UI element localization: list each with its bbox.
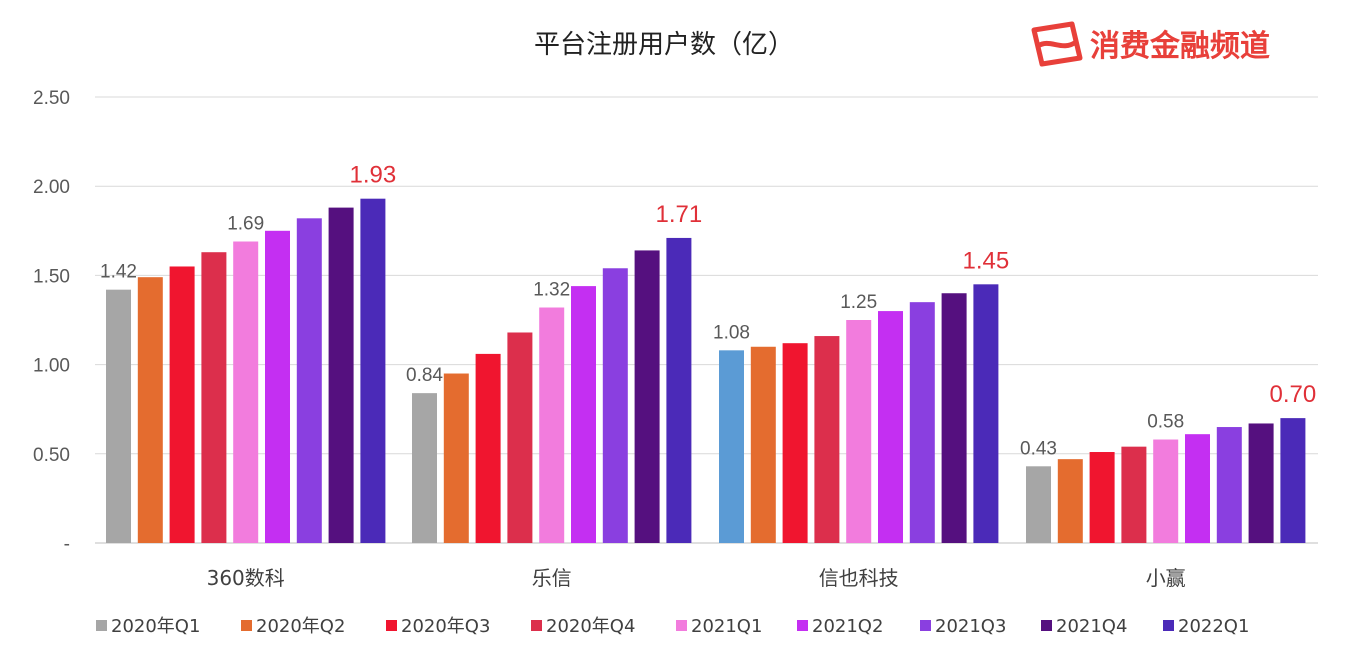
bar — [1057, 459, 1083, 543]
bar-group — [1026, 418, 1306, 543]
legend-label: 2022Q1 — [1178, 616, 1249, 637]
bar — [539, 307, 565, 543]
legend-swatch — [531, 620, 542, 631]
data-label: 1.42 — [100, 262, 137, 283]
legend-item: 2020年Q3 — [386, 616, 490, 637]
bar — [1216, 427, 1242, 543]
bar — [1026, 466, 1051, 543]
legend-item: 2022Q1 — [1163, 616, 1249, 637]
bar — [296, 218, 322, 543]
legend-swatch — [386, 620, 397, 631]
data-label: 1.25 — [840, 292, 877, 313]
legend-label: 2021Q3 — [935, 616, 1006, 637]
bar — [1185, 434, 1210, 543]
legend-item: 2021Q3 — [920, 616, 1006, 637]
data-label: 1.32 — [533, 280, 570, 301]
legend-swatch — [241, 620, 252, 631]
bar-group — [106, 198, 386, 544]
legend-label: 2021Q2 — [812, 616, 883, 637]
legend-item: 2020年Q1 — [96, 616, 200, 637]
bar — [878, 311, 903, 543]
bar — [602, 268, 628, 543]
legend-item: 2020年Q4 — [531, 616, 635, 637]
logo-mark-icon — [1031, 21, 1083, 67]
bar — [1153, 439, 1179, 543]
legend-label: 2020年Q4 — [546, 616, 635, 637]
data-label: 1.93 — [350, 162, 397, 189]
legend-label: 2020年Q2 — [256, 616, 345, 637]
data-label: 1.69 — [227, 214, 264, 235]
bar — [666, 237, 692, 543]
bar — [1089, 452, 1115, 543]
y-tick-label: 1.00 — [33, 356, 70, 377]
bar — [507, 332, 533, 543]
data-labels: 1.42 1.69 1.93 0.84 1.32 1.71 1.08 1.25 1.45 0.43… — [100, 162, 1316, 460]
bar — [909, 302, 935, 543]
data-label: 0.84 — [406, 365, 443, 386]
data-label: 0.70 — [1270, 381, 1317, 408]
bar — [941, 293, 967, 543]
data-label: 0.58 — [1147, 412, 1184, 433]
category-label: 小赢 — [1146, 566, 1186, 590]
legend-swatch — [676, 620, 687, 631]
legend: 2020年Q1 2020年Q2 2020年Q3 2020年Q4 2021Q1 2021Q2… — [96, 616, 1249, 637]
bar — [750, 346, 776, 543]
bar — [719, 350, 744, 543]
category-label: 乐信 — [532, 566, 572, 590]
bar — [443, 373, 469, 543]
bar — [328, 207, 354, 543]
legend-item: 2021Q2 — [797, 616, 883, 637]
logo-text: 消费金融频道 — [1090, 29, 1270, 64]
bar — [1280, 418, 1306, 543]
bar — [571, 286, 596, 543]
legend-swatch — [1041, 620, 1052, 631]
legend-label: 2020年Q3 — [401, 616, 490, 637]
category-label: 360数科 — [207, 566, 285, 590]
bar — [846, 320, 872, 543]
legend-swatch — [1163, 620, 1174, 631]
data-label: 1.45 — [963, 247, 1010, 274]
legend-swatch — [96, 620, 107, 631]
legend-item: 2020年Q2 — [241, 616, 345, 637]
bar-group — [719, 284, 999, 543]
bar — [360, 198, 386, 544]
brand-logo: 消费金融频道 — [1031, 21, 1270, 67]
bar — [106, 289, 131, 543]
bar — [782, 343, 808, 543]
bar — [201, 252, 227, 543]
data-label: 1.08 — [713, 322, 750, 343]
y-tick-label: 0.50 — [33, 445, 70, 466]
data-label: 1.71 — [656, 201, 703, 228]
bar — [1248, 423, 1274, 543]
bar — [137, 277, 163, 543]
bar — [973, 284, 999, 543]
y-axis: - 0.50 1.00 1.50 2.00 2.50 — [33, 88, 70, 555]
bar — [265, 230, 290, 544]
legend-item: 2021Q1 — [676, 616, 762, 637]
y-tick-label: 2.00 — [33, 177, 70, 198]
bar — [169, 266, 195, 543]
bars — [106, 198, 1306, 544]
bar — [233, 241, 259, 543]
y-tick-label: 1.50 — [33, 266, 70, 287]
category-label: 信也科技 — [819, 566, 899, 590]
bar — [814, 336, 840, 543]
bar — [1121, 446, 1147, 543]
chart-title: 平台注册用户数（亿） — [534, 30, 794, 60]
x-axis: 360数科 乐信 信也科技 小赢 — [207, 566, 1186, 590]
data-label: 0.43 — [1020, 438, 1057, 459]
legend-label: 2020年Q1 — [111, 616, 200, 637]
y-tick-label: - — [64, 534, 70, 555]
bar-group — [412, 237, 692, 543]
bar — [412, 393, 437, 543]
legend-label: 2021Q1 — [691, 616, 762, 637]
y-tick-label: 2.50 — [33, 88, 70, 109]
legend-item: 2021Q4 — [1041, 616, 1127, 637]
legend-swatch — [797, 620, 808, 631]
bar — [634, 250, 660, 543]
legend-label: 2021Q4 — [1056, 616, 1127, 637]
bar — [475, 353, 501, 543]
legend-swatch — [920, 620, 931, 631]
